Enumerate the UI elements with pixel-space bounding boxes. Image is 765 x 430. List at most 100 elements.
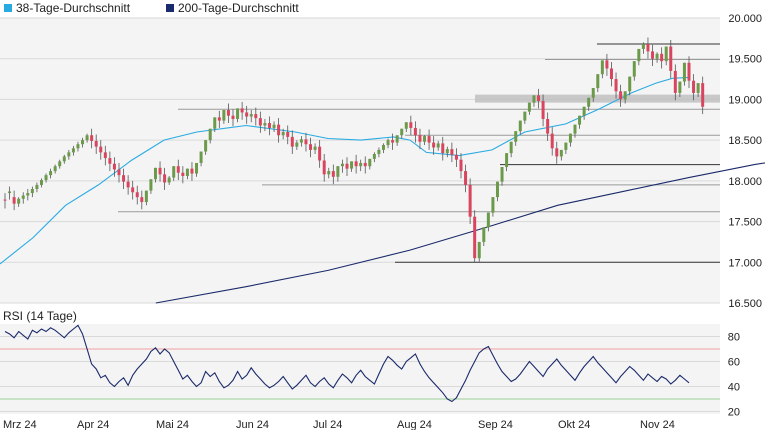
rsi-tick-label: 40 <box>728 382 740 394</box>
x-axis-labels: Mrz 24 Apr 24 Mai 24 Jun 24 Jul 24 Aug 24 Sep … <box>3 419 675 430</box>
candle <box>486 212 490 232</box>
rsi-reference-lines <box>0 348 720 400</box>
candle <box>131 180 135 200</box>
ma200-line <box>155 162 765 304</box>
rsi-tick-label: 20 <box>728 407 740 419</box>
candle <box>336 166 340 182</box>
candle <box>400 128 404 139</box>
candle <box>555 141 559 164</box>
candle <box>409 115 413 136</box>
price-grid <box>0 17 720 304</box>
candle <box>62 154 66 164</box>
legend: 38-Tage-Durchschnitt 200-Tage-Durchschni… <box>4 1 299 15</box>
candle <box>546 112 550 141</box>
candle <box>99 140 103 160</box>
candle <box>692 74 696 101</box>
candle <box>272 121 276 132</box>
price-y-axis: 20.000 19.500 19.000 18.500 18.000 17.500 17.0… <box>728 13 762 310</box>
candle <box>381 143 385 154</box>
candle <box>94 134 98 154</box>
candle <box>573 124 577 138</box>
candle <box>231 109 235 127</box>
candle <box>199 151 203 167</box>
candle <box>655 52 659 63</box>
candle <box>290 130 294 154</box>
price-tick-label: 18.500 <box>728 135 762 147</box>
candle <box>418 128 422 150</box>
candle <box>591 88 595 102</box>
candle <box>477 241 481 262</box>
candle <box>12 190 16 211</box>
candle <box>240 101 244 120</box>
candle <box>696 83 700 97</box>
candle <box>673 64 677 101</box>
price-panel-background <box>0 18 720 303</box>
candle <box>372 152 376 163</box>
candle <box>660 47 664 69</box>
candle <box>17 197 21 207</box>
candle <box>509 141 513 158</box>
x-tick-label: Aug 24 <box>397 419 432 430</box>
candle <box>112 157 116 177</box>
candle <box>249 110 253 123</box>
candle <box>413 121 417 143</box>
candle <box>495 181 499 202</box>
candle <box>176 159 180 181</box>
candle <box>632 61 636 81</box>
candle <box>605 53 609 76</box>
candle <box>304 132 308 152</box>
candle <box>628 76 632 96</box>
candle <box>641 42 645 54</box>
candle <box>427 129 431 150</box>
candle <box>505 153 509 172</box>
price-tick-label: 20.000 <box>728 13 762 25</box>
horizontal-levels <box>118 43 720 263</box>
candle <box>195 162 199 177</box>
rsi-line <box>4 324 690 403</box>
candle <box>277 118 281 143</box>
price-tick-label: 19.000 <box>728 94 762 106</box>
candle <box>386 138 390 149</box>
candle <box>678 81 682 97</box>
candle <box>377 147 381 158</box>
candle <box>254 107 258 126</box>
candle <box>664 46 668 66</box>
candle <box>445 146 449 158</box>
candle <box>208 128 212 144</box>
price-tick-label: 18.000 <box>728 176 762 188</box>
candle <box>614 72 618 99</box>
x-tick-label: Okt 24 <box>558 419 590 430</box>
rsi-panel-background <box>0 324 720 414</box>
candle <box>3 193 7 209</box>
candle <box>518 120 522 135</box>
rsi-tick-label: 60 <box>728 357 740 369</box>
price-tick-label: 16.500 <box>728 298 762 310</box>
legend-swatch-38 <box>4 4 12 12</box>
price-tick-label: 17.500 <box>728 217 762 229</box>
candle <box>135 185 139 205</box>
candle <box>436 140 440 151</box>
candle <box>204 140 208 155</box>
candle <box>49 168 53 179</box>
candle <box>103 145 107 166</box>
candle <box>564 142 568 154</box>
candle <box>532 95 536 107</box>
candle <box>368 158 372 170</box>
candle <box>609 61 613 87</box>
candle <box>404 122 408 132</box>
legend-swatch-200 <box>166 4 174 12</box>
candle <box>327 167 331 179</box>
candle <box>578 115 582 129</box>
candle <box>44 173 48 183</box>
candle <box>222 110 226 124</box>
price-tick-label: 19.500 <box>728 54 762 66</box>
candle <box>144 190 148 206</box>
candle <box>331 164 335 185</box>
candle <box>541 94 545 127</box>
candle <box>687 56 691 89</box>
candle <box>514 131 518 146</box>
candle <box>172 166 176 181</box>
candle <box>482 227 486 246</box>
